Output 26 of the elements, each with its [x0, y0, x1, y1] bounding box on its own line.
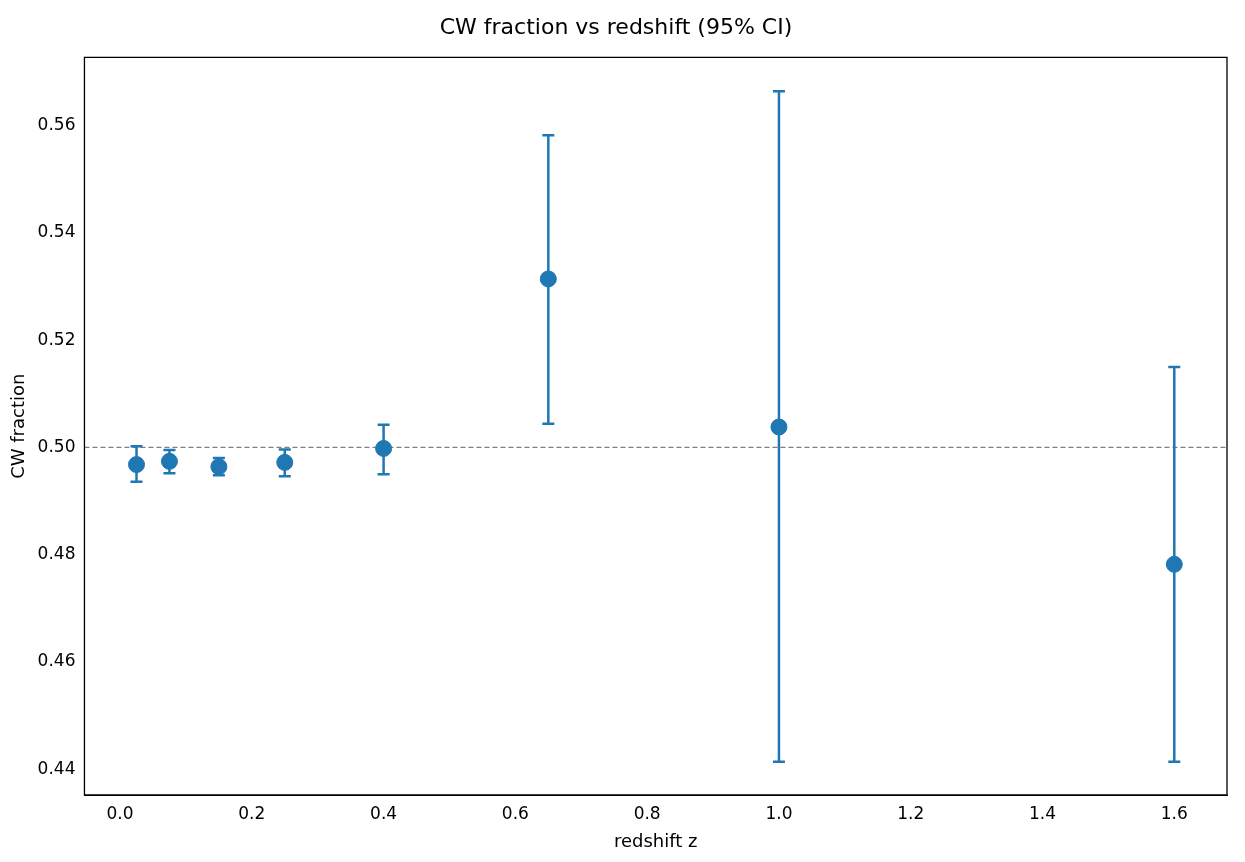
- point: [375, 439, 393, 457]
- y-tick-label: 0.54: [37, 221, 76, 242]
- point: [128, 456, 146, 474]
- x-tick-label: 1.2: [897, 802, 925, 823]
- y-tick-label: 0.56: [37, 113, 76, 134]
- y-tick-label: 0.48: [37, 543, 76, 564]
- x-tick-label: 0.4: [370, 802, 398, 823]
- point: [770, 418, 788, 436]
- x-tick-label: 1.6: [1160, 802, 1188, 823]
- y-tick-label: 0.44: [37, 757, 76, 778]
- point: [276, 453, 294, 471]
- x-axis-title: redshift z: [613, 829, 698, 851]
- x-tick-label: 0.2: [238, 802, 266, 823]
- chart-title: CW fraction vs redshift (95% CI): [439, 13, 793, 39]
- x-tick-label: 0.0: [106, 802, 134, 823]
- y-tick-label: 0.50: [37, 435, 76, 456]
- point: [1165, 555, 1183, 573]
- x-tick-label: 0.8: [633, 802, 661, 823]
- point: [160, 452, 178, 470]
- y-axis-title: CW fraction: [7, 373, 29, 479]
- x-tick-label: 0.6: [501, 802, 529, 823]
- y-tick-label: 0.52: [37, 328, 76, 349]
- y-tick-label: 0.46: [37, 650, 76, 671]
- x-tick-label: 1.0: [765, 802, 793, 823]
- point: [539, 270, 557, 288]
- x-tick-label: 1.4: [1028, 802, 1057, 823]
